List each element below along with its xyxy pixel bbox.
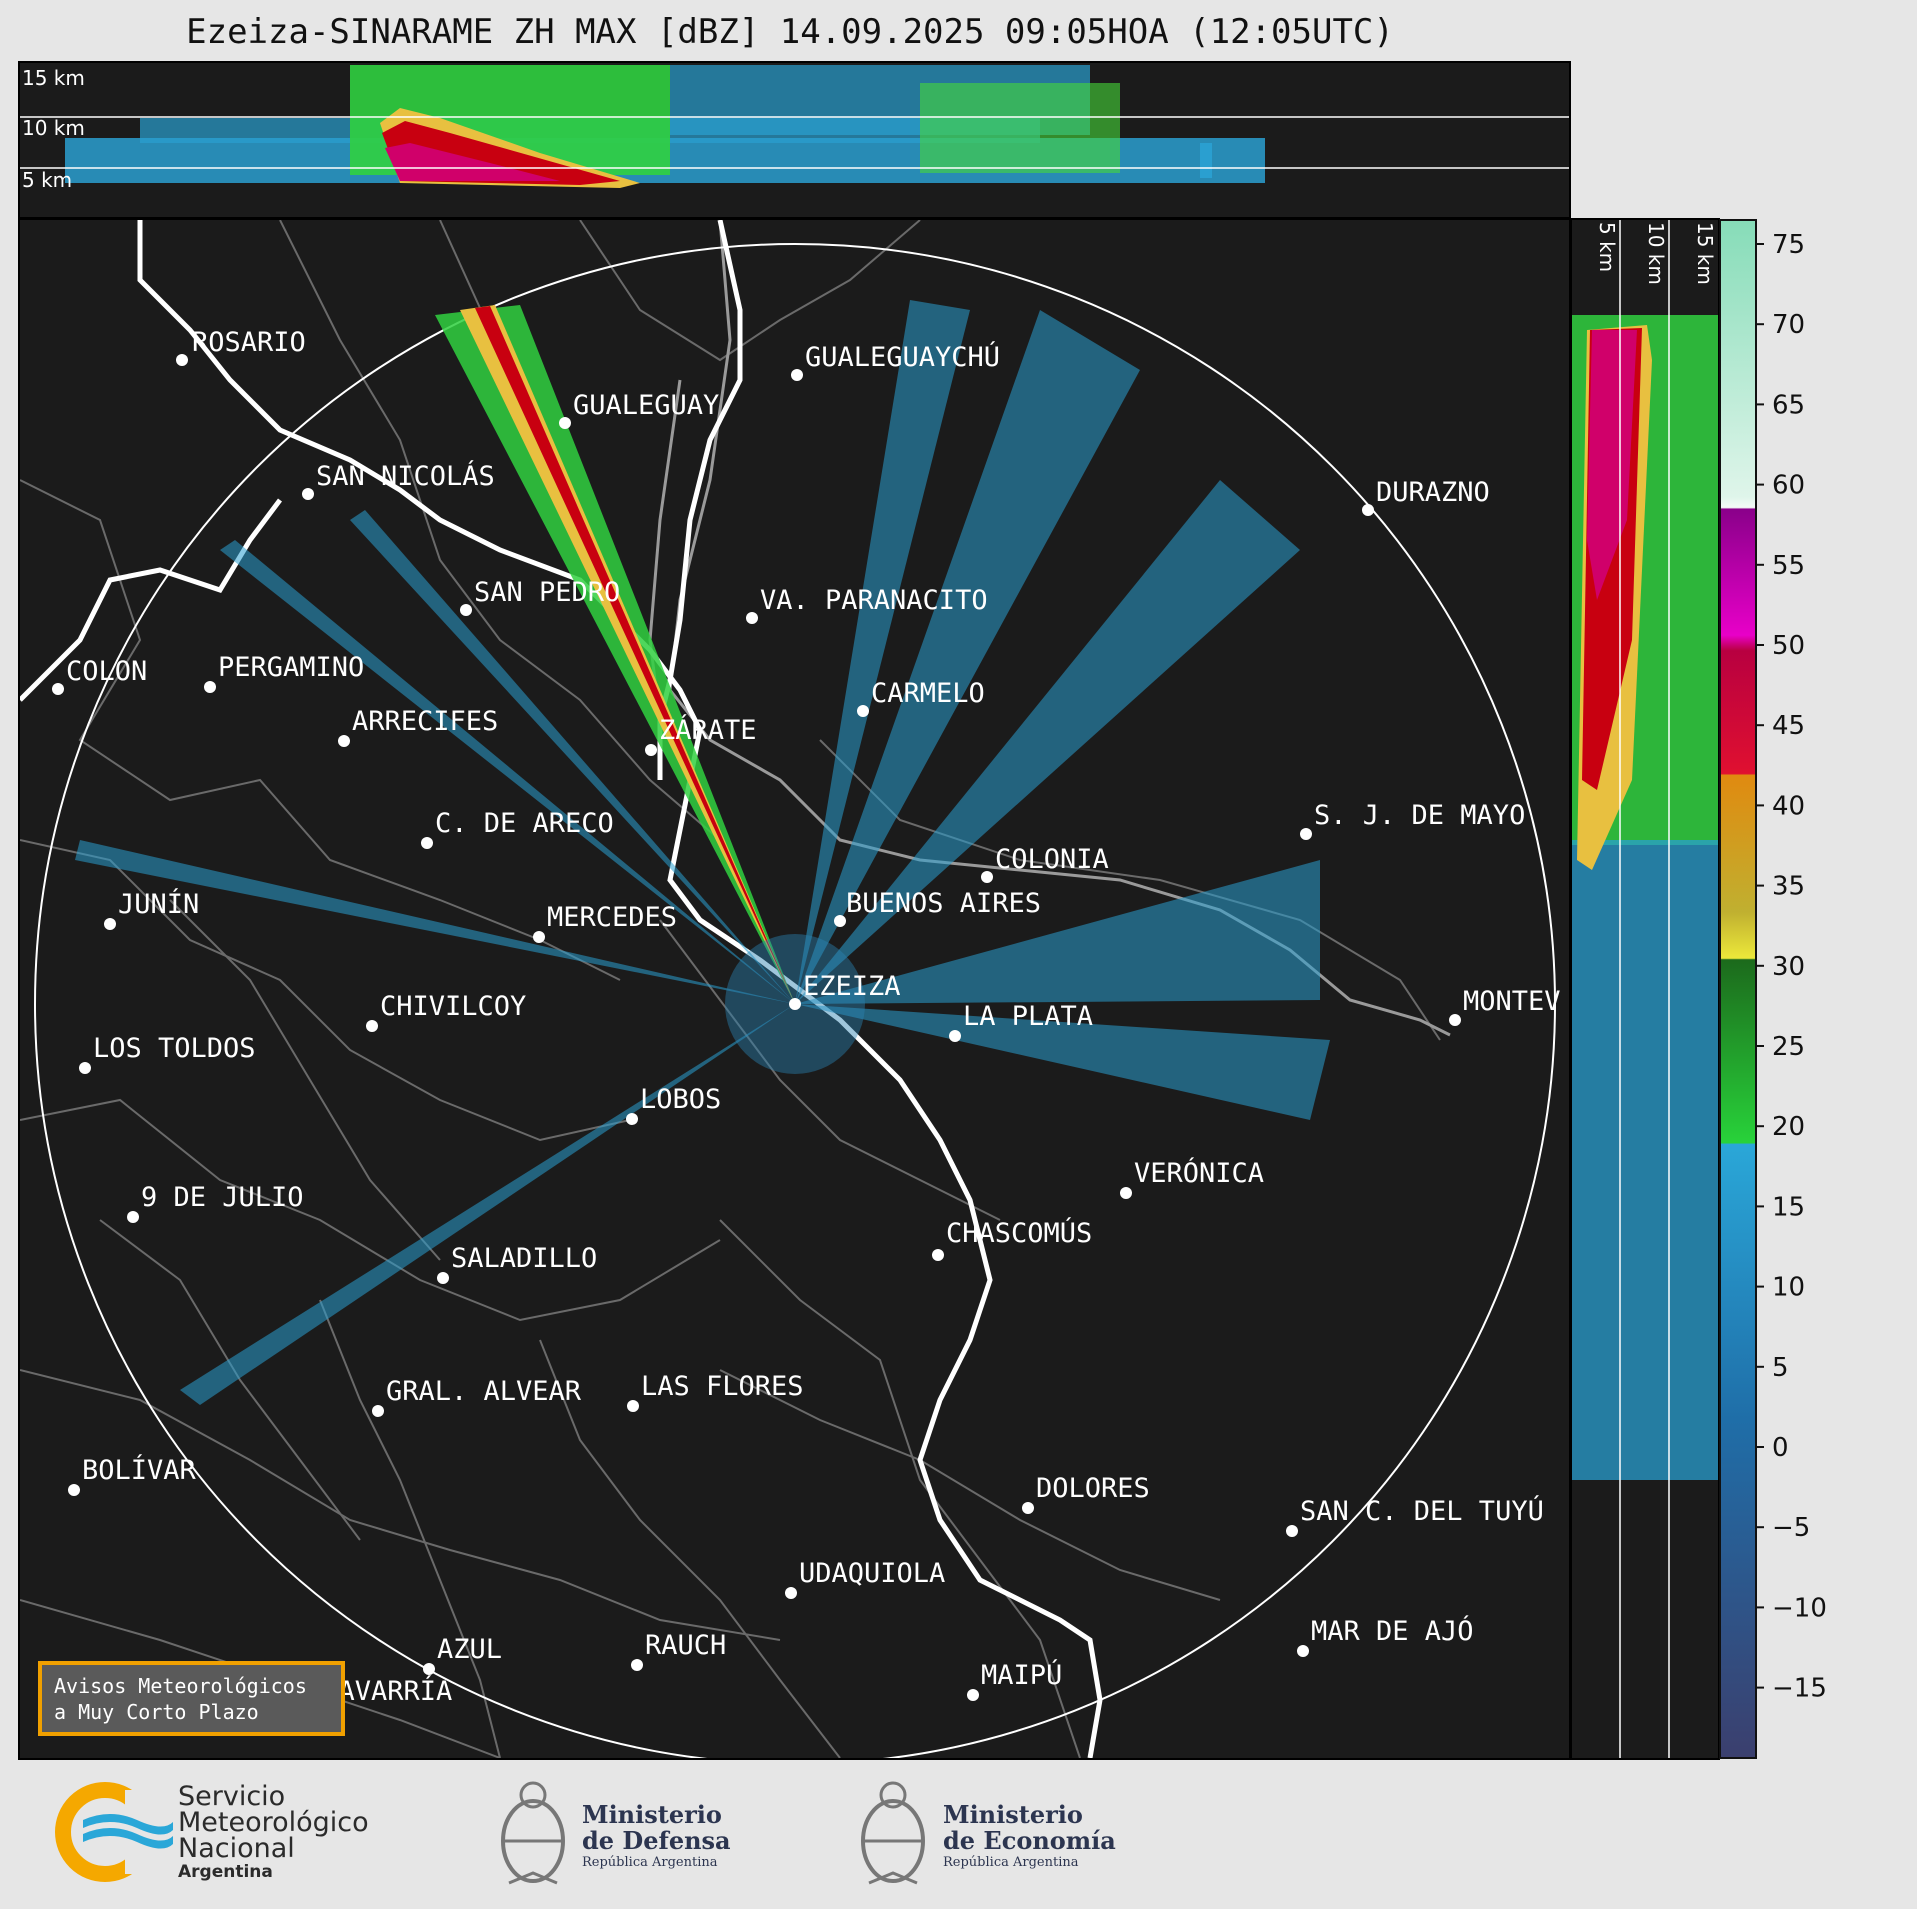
side-height-label-10: 10 km [1644,222,1668,285]
city-label-udaquiola: UDAQUIOLA [799,1558,945,1589]
side-height-label-15: 15 km [1693,222,1717,285]
city-label-las-flores: LAS FLORES [641,1371,804,1402]
colorbar-tick-label: 15 [1772,1192,1805,1222]
defensa-line3: República Argentina [582,1855,718,1870]
smn-line2: Meteorológico [178,1807,369,1838]
colorbar-tick-label: −15 [1772,1674,1827,1704]
city-label-san-nicolas: SAN NICOLÁS [316,460,495,492]
city-label-azul: AZUL [437,1634,502,1665]
top-height-cross-section: 15 km 10 km 5 km [18,61,1571,219]
city-label-c-de-areco: C. DE ARECO [435,808,614,839]
city-label-pergamino: PERGAMINO [218,652,364,683]
economia-line1: Ministerio [943,1800,1083,1829]
top-height-label-10: 10 km [22,116,85,140]
colorbar-tick-label: 20 [1772,1112,1805,1142]
colorbar-tick-label: −10 [1772,1593,1827,1623]
colorbar-tick-label: 45 [1772,711,1805,741]
colorbar-tick-label: 10 [1772,1273,1805,1303]
side-height-label-5: 5 km [1595,222,1619,272]
smn-line3: Nacional [178,1833,295,1864]
defensa-shield-icon [501,1781,565,1885]
top-height-label-15: 15 km [22,66,85,90]
city-label-mar-de-ajo: MAR DE AJÓ [1311,1615,1474,1647]
colorbar-tick-label: 60 [1772,471,1805,501]
city-label-arrecifes: ARRECIFES [352,706,498,737]
aviso-box: Avisos Meteorológicos a Muy Corto Plazo [38,1661,345,1736]
colorbar-tick-label: 70 [1772,310,1805,340]
city-label-sj-de-mayo: S. J. DE MAYO [1314,800,1525,831]
colorbar-tick-label: 30 [1772,952,1805,982]
city-label-san-c-del-tuyu: SAN C. DEL TUYÚ [1300,1495,1544,1527]
city-label-veronica: VERÓNICA [1134,1157,1264,1189]
top-reflectivity-echoes [65,65,1265,188]
city-label-la-plata: LA PLATA [963,1001,1093,1032]
economia-logo-text: Ministerio de Economía República Argenti… [943,1802,1116,1872]
defensa-line2: de Defensa [582,1826,731,1855]
defensa-logo-text: Ministerio de Defensa República Argentin… [582,1802,731,1872]
side-height-cross-section: 5 km 10 km 15 km [1570,218,1720,1760]
city-label-junin: JUNÍN [118,888,199,920]
colorbar-tick-label: 5 [1772,1353,1789,1383]
city-label-carmelo: CARMELO [871,678,985,709]
smn-logo-text: Servicio Meteorológico Nacional Argentin… [178,1781,369,1882]
city-label-mercedes: MERCEDES [547,902,677,933]
economia-line3: República Argentina [943,1855,1079,1870]
city-label-lobos: LOBOS [640,1084,721,1115]
top-height-label-5: 5 km [22,168,72,192]
colorbar-tick-label: 55 [1772,551,1805,581]
city-label-9-de-julio: 9 DE JULIO [141,1182,304,1213]
smn-line4: Argentina [178,1862,273,1882]
city-label-san-pedro: SAN PEDRO [474,577,620,608]
colorbar-tick-label: −5 [1772,1513,1810,1543]
colorbar-tick-label: 35 [1772,872,1805,902]
economia-line2: de Economía [943,1826,1116,1855]
radar-map: ROSARIO GUALEGUAYCHÚ GUALEGUAY SAN NICOL… [18,218,1571,1760]
smn-logo-icon [55,1782,175,1882]
city-label-rosario: ROSARIO [192,327,306,358]
city-label-buenos-aires: BUENOS AIRES [846,888,1041,919]
colorbar-tick-label: 50 [1772,631,1805,661]
city-label-gualeguay: GUALEGUAY [573,390,719,421]
side-reflectivity-echoes [1572,315,1718,1480]
economia-shield-icon [861,1781,925,1885]
city-label-durazno: DURAZNO [1376,477,1490,508]
radar-title: Ezeiza-SINARAME ZH MAX [dBZ] 14.09.2025 … [186,12,1394,52]
smn-line1: Servicio [178,1781,286,1812]
range-ring [34,243,1556,1758]
city-label-rauch: RAUCH [645,1630,726,1661]
city-label-saladillo: SALADILLO [451,1243,597,1274]
colorbar-tick-label: 65 [1772,390,1805,420]
aviso-line2: a Muy Corto Plazo [54,1700,259,1724]
city-label-zarate: ZÁRATE [659,714,757,746]
city-label-ezeiza: EZEIZA [803,971,901,1002]
city-label-colonia: COLONIA [995,844,1109,875]
aviso-line1: Avisos Meteorológicos [54,1674,307,1698]
city-label-chivilcoy: CHIVILCOY [380,991,526,1022]
radar-echoes [75,300,1330,1405]
city-label-los-toldos: LOS TOLDOS [93,1033,256,1064]
colorbar-tick-label: 0 [1772,1433,1789,1463]
city-label-dolores: DOLORES [1036,1473,1150,1504]
city-label-colon: COLON [66,656,147,687]
city-markers [52,354,1461,1717]
city-label-montevideo: MONTEV [1463,986,1561,1017]
colorbar-tick-label: 75 [1772,230,1805,260]
city-label-bolivar: BOLÍVAR [82,1454,197,1486]
city-label-gral-alvear: GRAL. ALVEAR [386,1376,582,1407]
colorbar-tick-label: 25 [1772,1032,1805,1062]
city-label-gualeguaychu: GUALEGUAYCHÚ [805,341,1000,373]
city-label-chascomus: CHASCOMÚS [946,1217,1092,1249]
colorbar-tick-label: 40 [1772,791,1805,821]
city-label-maipu: MAIPÚ [981,1659,1062,1691]
defensa-line1: Ministerio [582,1800,722,1829]
city-label-va-paranacito: VA. PARANACITO [760,585,988,616]
